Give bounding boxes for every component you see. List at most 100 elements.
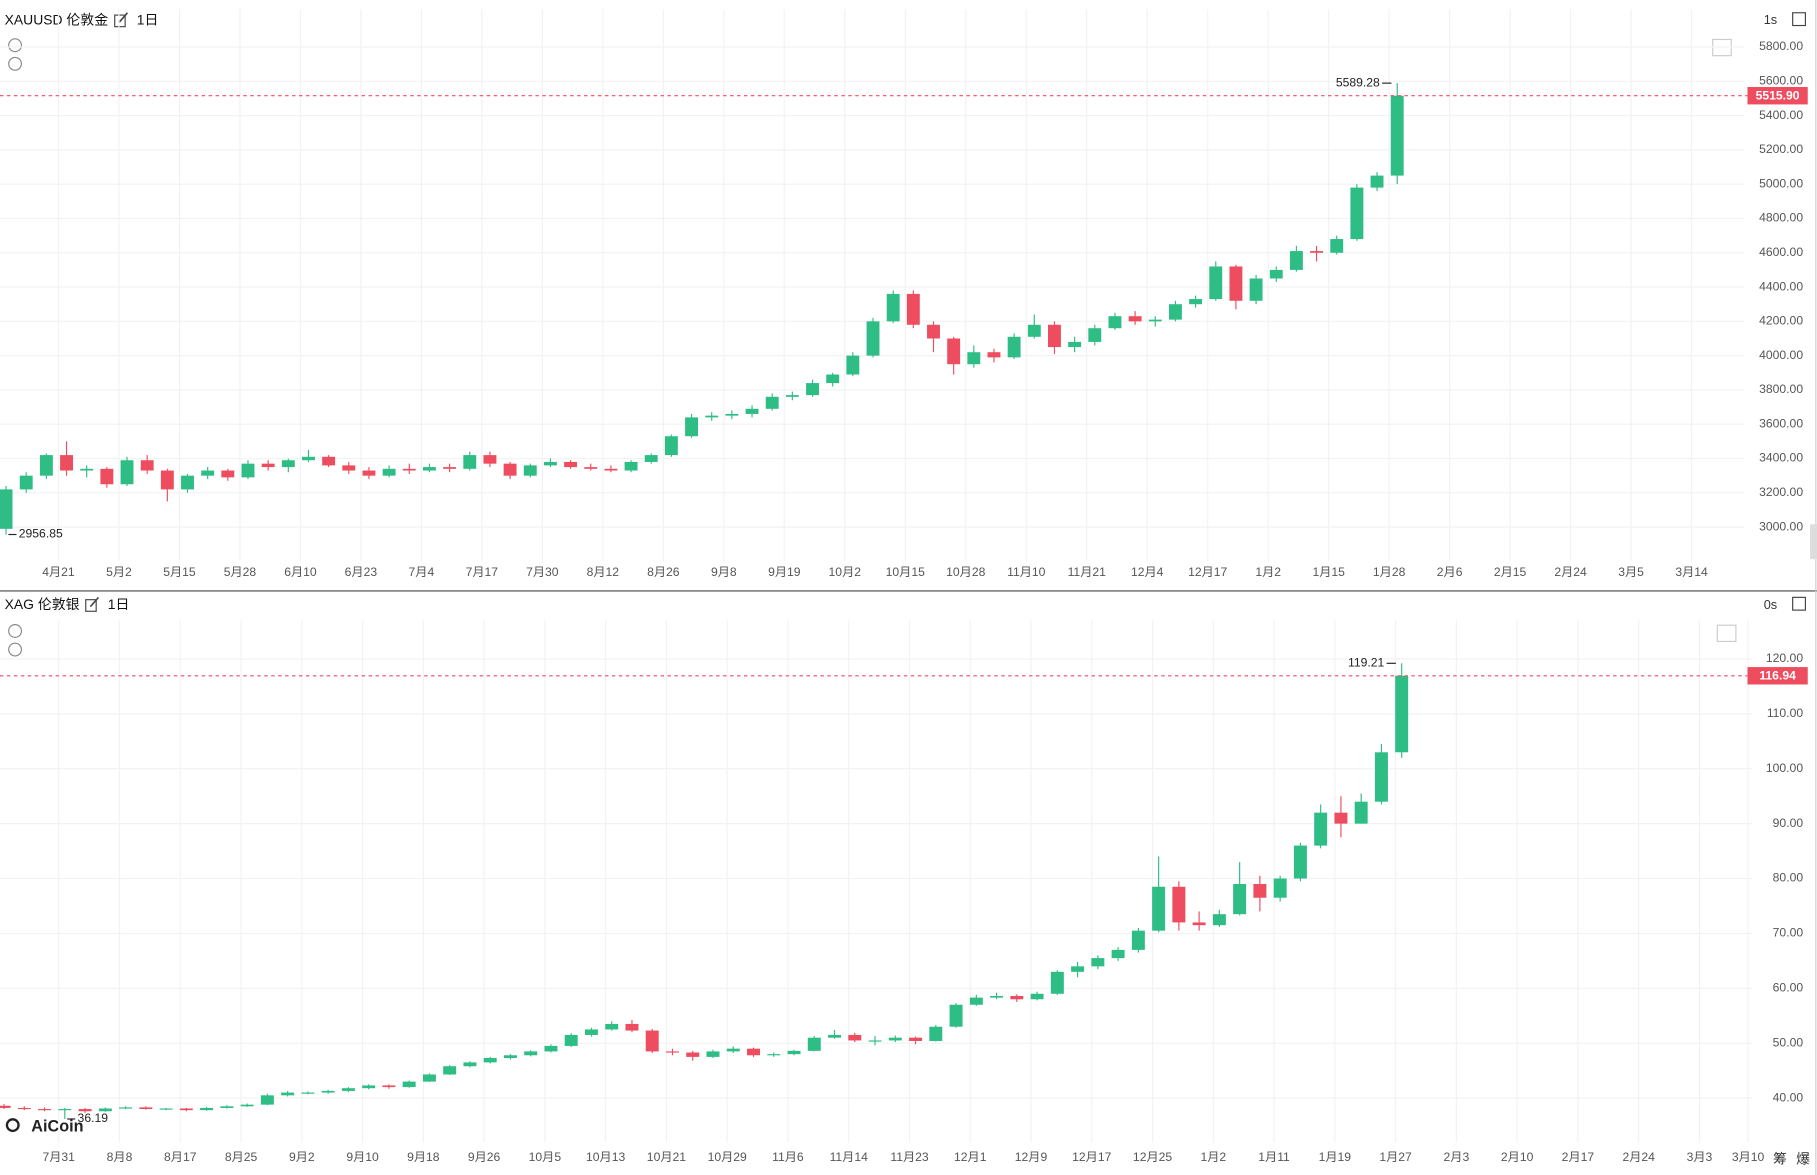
candle-body — [848, 1034, 862, 1041]
candle-body — [644, 455, 658, 462]
y-tick-label: 4800.00 — [1759, 211, 1803, 225]
candle-body — [767, 1054, 781, 1056]
candle-body — [160, 470, 174, 490]
low-marker: 2956.85 — [19, 527, 63, 541]
y-tick-label: 40.00 — [1773, 1090, 1804, 1104]
candle-body — [60, 455, 73, 471]
candle-body — [747, 1048, 760, 1056]
side-handle[interactable] — [1810, 524, 1817, 560]
candle-body — [1314, 812, 1328, 846]
candle-body — [302, 456, 315, 461]
x-tick-label: 9月2 — [289, 1150, 315, 1164]
candle-body — [422, 467, 436, 471]
candle-body — [362, 1085, 376, 1089]
candle-body — [179, 1108, 193, 1111]
x-tick-label: 2月6 — [1437, 565, 1463, 579]
y-tick-label: 120.00 — [1766, 651, 1803, 665]
x-tick-label: 2月15 — [1494, 565, 1527, 579]
candle-body — [463, 455, 477, 469]
symbol-title[interactable]: XAG 伦敦银 — [5, 596, 80, 612]
y-tick-label: 100.00 — [1766, 761, 1803, 775]
x-tick-label: 5月28 — [224, 565, 257, 579]
x-tick-label: 11月6 — [772, 1150, 804, 1164]
candle-body — [1010, 995, 1024, 1000]
interval[interactable]: 1日 — [137, 12, 159, 28]
candle-body — [1131, 930, 1145, 950]
candle-body — [281, 1092, 295, 1096]
x-tick-label: 2月17 — [1562, 1150, 1595, 1164]
x-tick-label: 12月25 — [1133, 1150, 1172, 1164]
candle-body — [1209, 266, 1223, 300]
y-tick-label: 5800.00 — [1759, 39, 1803, 53]
x-tick-label: 9月19 — [768, 565, 801, 579]
y-tick-label: 3800.00 — [1759, 382, 1803, 396]
x-tick-label: 10月28 — [946, 565, 985, 579]
candle-body — [1330, 239, 1344, 253]
x-tick-label: 12月1 — [954, 1150, 987, 1164]
edit-icon[interactable] — [114, 12, 129, 28]
candle-body — [584, 467, 598, 469]
layout-button[interactable] — [1792, 12, 1806, 27]
x-tick-label: 6月10 — [284, 565, 317, 579]
candle-body — [906, 293, 920, 325]
y-tick-label: 5200.00 — [1759, 142, 1803, 156]
candle-body — [1229, 266, 1243, 301]
candle-body — [1233, 884, 1247, 915]
x-tick-label: 4月21 — [42, 565, 75, 579]
interval[interactable]: 1日 — [108, 596, 130, 612]
candle-body — [1212, 914, 1226, 926]
x-tick-label: 1月15 — [1312, 565, 1345, 579]
candle-body — [38, 1109, 52, 1111]
symbol-title[interactable]: XAUUSD 伦敦金 — [5, 12, 109, 28]
x-tick-label: 8月17 — [164, 1150, 197, 1164]
candle-body — [98, 1108, 112, 1112]
candle-body — [686, 1052, 700, 1057]
x-tick-label: 8月8 — [107, 1150, 133, 1164]
watermark-text: AiCoin — [31, 1118, 83, 1136]
side-button[interactable]: 筹 — [1773, 1151, 1787, 1167]
expand-button[interactable] — [8, 56, 23, 71]
expand-button[interactable] — [8, 38, 23, 53]
candle-body — [402, 468, 416, 471]
candle-body — [785, 395, 799, 397]
expand-button[interactable] — [8, 642, 23, 657]
candle-body — [503, 1055, 517, 1058]
x-tick-label: 1月2 — [1255, 565, 1281, 579]
y-tick-label: 5400.00 — [1759, 108, 1803, 122]
candle-body — [382, 1085, 396, 1088]
candle-body — [1030, 993, 1044, 1000]
expand-button[interactable] — [8, 624, 23, 638]
candle-body — [362, 470, 376, 476]
x-tick-label: 11月21 — [1068, 565, 1107, 579]
x-tick-label: 7月30 — [526, 565, 559, 579]
candle-body — [685, 417, 699, 437]
candle-body — [666, 1051, 679, 1053]
candle-body — [261, 463, 275, 468]
candle-body — [1091, 958, 1105, 967]
x-tick-label: 12月4 — [1131, 565, 1164, 579]
candle-body — [726, 1048, 740, 1052]
x-tick-label: 11月23 — [890, 1150, 929, 1164]
x-tick-label: 6月23 — [345, 565, 378, 579]
edit-icon[interactable] — [85, 596, 100, 612]
candle-body — [987, 352, 1001, 358]
candle-body — [523, 465, 537, 476]
candle-body — [846, 355, 860, 375]
candle-body — [765, 396, 779, 409]
side-button[interactable]: 爆 — [1796, 1151, 1810, 1167]
zoom-button[interactable] — [1716, 624, 1737, 643]
candle-body — [1395, 675, 1409, 753]
candle-body — [341, 1088, 355, 1091]
y-tick-label: 3200.00 — [1759, 485, 1803, 499]
x-tick-label: 10月29 — [708, 1150, 747, 1164]
watermark: AiCoin — [5, 1118, 84, 1136]
candle-body — [1310, 251, 1324, 253]
x-tick-label: 10月5 — [529, 1150, 562, 1164]
x-tick-label: 12月17 — [1072, 1150, 1111, 1164]
layout-button[interactable] — [1792, 596, 1806, 611]
x-tick-label: 8月26 — [647, 565, 680, 579]
candle-body — [1128, 316, 1142, 322]
candle-body — [39, 455, 53, 476]
